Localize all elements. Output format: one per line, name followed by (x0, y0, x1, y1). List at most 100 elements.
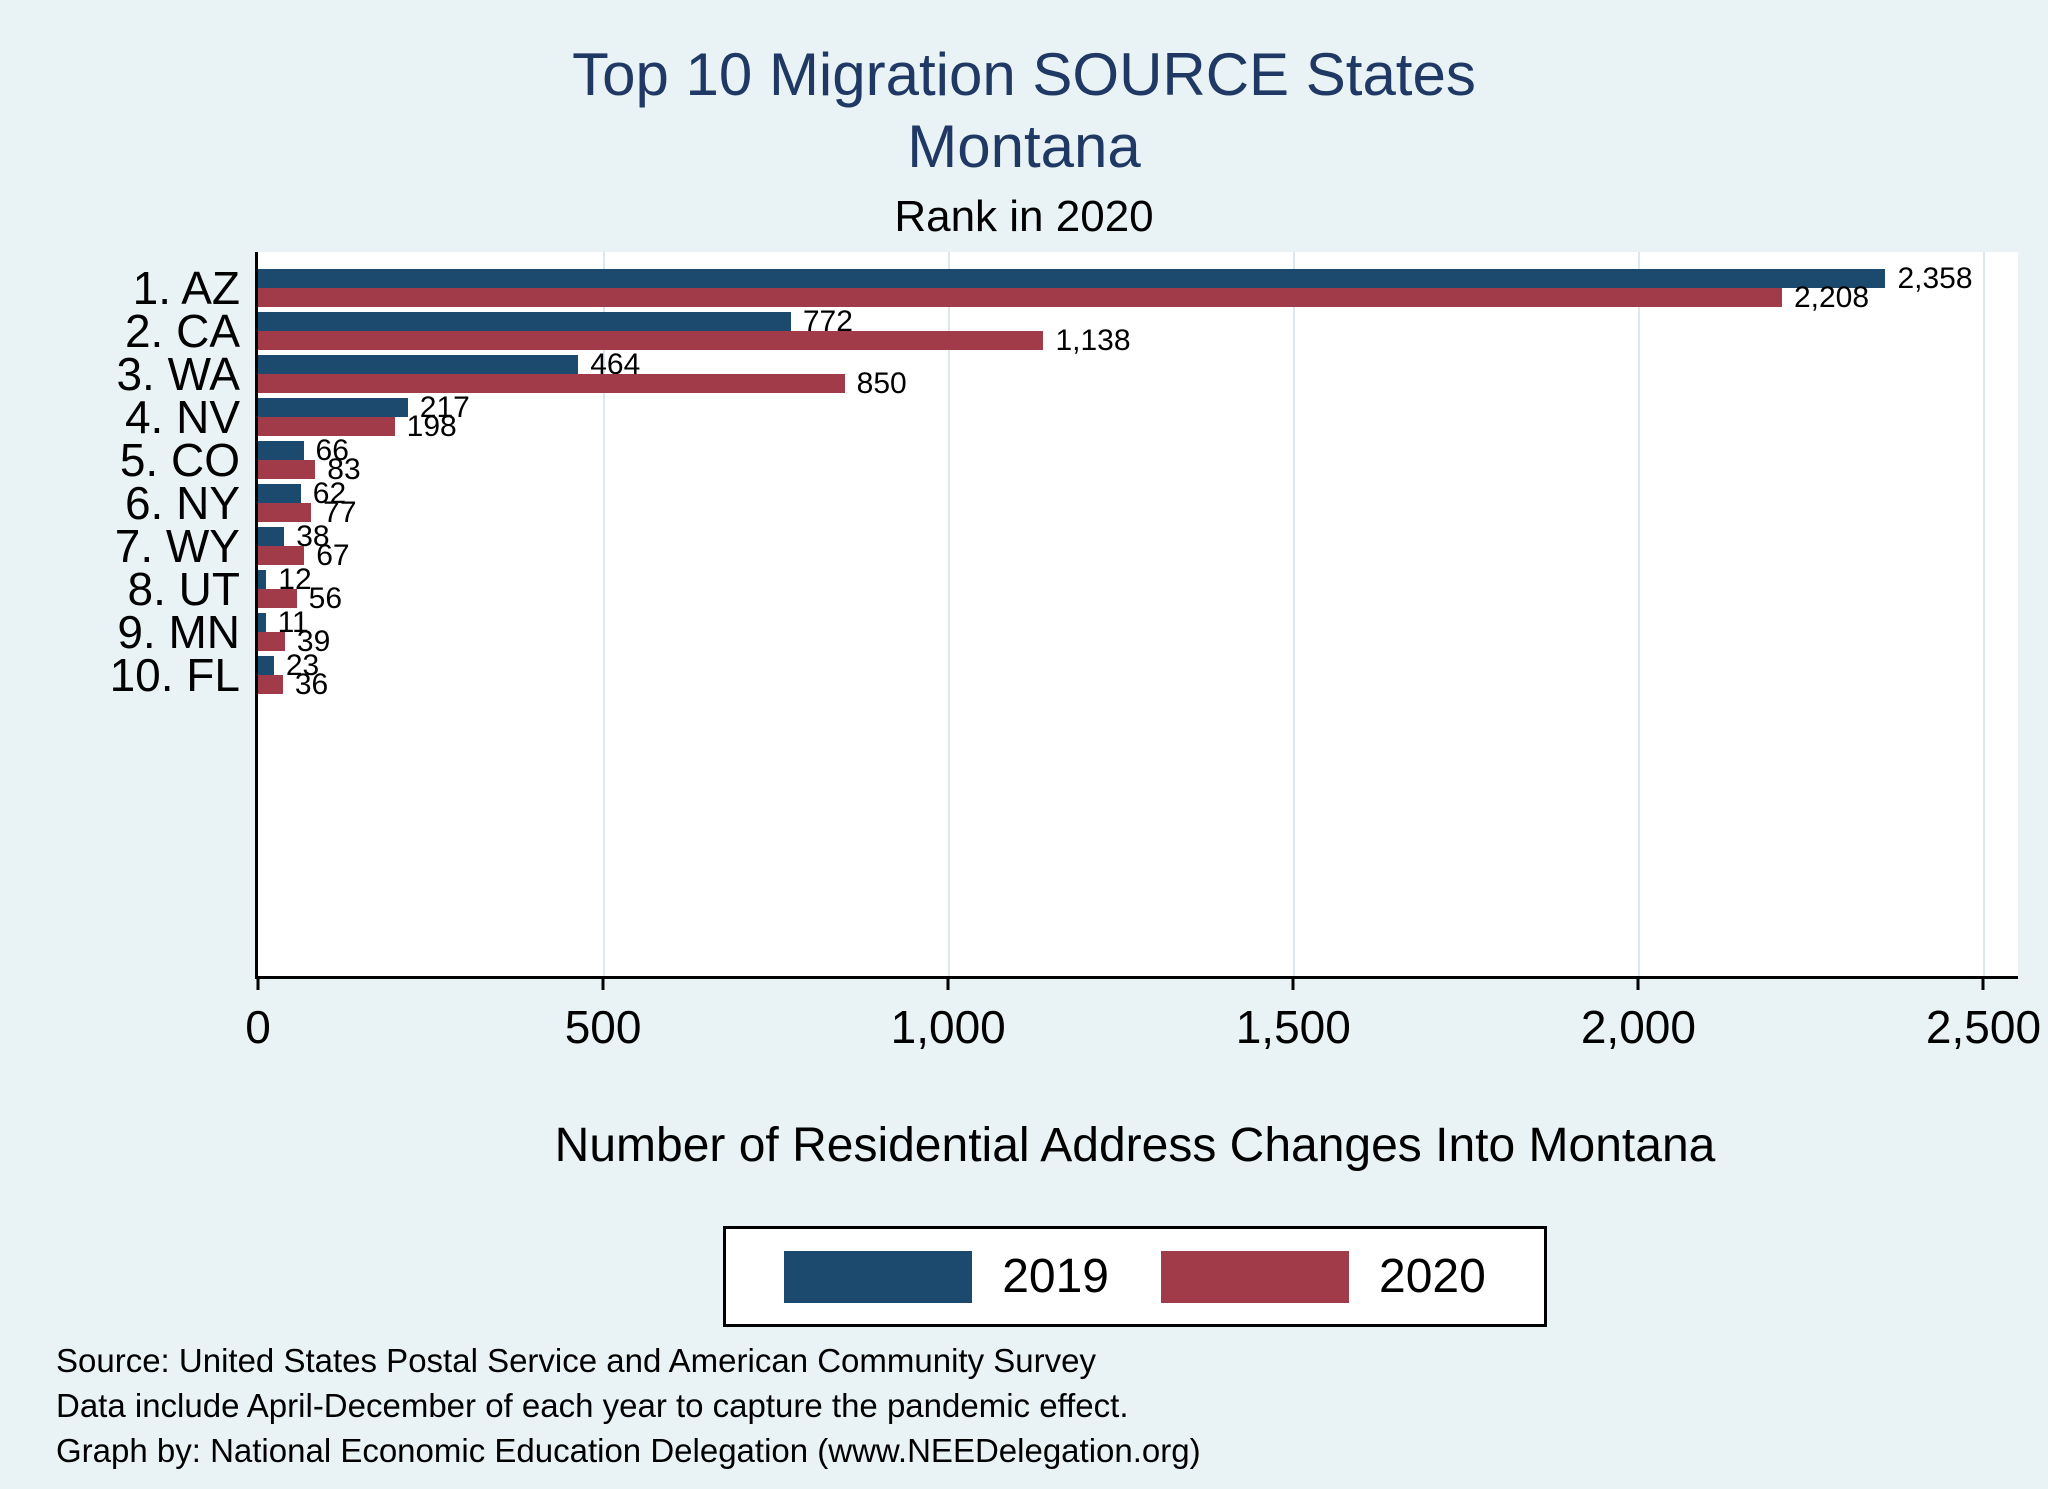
gridline (1983, 252, 1986, 976)
bar-2019 (258, 612, 266, 632)
x-tick (1291, 976, 1295, 990)
bar-2019 (258, 354, 579, 374)
bar-2020 (258, 459, 316, 479)
bar-2019 (258, 268, 1886, 288)
bar-line-2020: 2,208 (258, 280, 2018, 314)
bar-line-2020: 198 (258, 411, 2018, 441)
legend-label-2020: 2020 (1379, 1250, 1486, 1303)
bar-2019 (258, 526, 285, 546)
category-label: 3. WA (116, 347, 240, 400)
legend-swatch-2019 (784, 1250, 973, 1303)
bar-line-2020: 39 (258, 624, 2018, 658)
x-axis-title: Number of Residential Address Changes In… (554, 1119, 1716, 1172)
bar-row: 2. CA 772 1,138 (125, 304, 2018, 357)
category-label: 9. MN (117, 605, 240, 658)
bar-line-2019: 772 (258, 304, 2018, 338)
legend-item-2019: 2019 (784, 1249, 1109, 1304)
bar-row: 1. AZ 2,358 2,208 (133, 261, 2018, 314)
bar-line-2019: 23 (258, 650, 2018, 680)
bar-line-2020: 83 (258, 452, 2018, 486)
bar-2020 (258, 373, 845, 393)
gridline (948, 252, 951, 976)
bar-value-label: 464 (590, 347, 641, 381)
legend-box: 2019 2020 (723, 1226, 1547, 1327)
chart-subtitle: Rank in 2020 (894, 192, 1154, 241)
gridline (1293, 252, 1296, 976)
x-tick-label: 500 (564, 1001, 642, 1053)
bar-value-label: 67 (316, 538, 350, 572)
bar-2019 (258, 483, 301, 503)
chart-title-line2: Montana (907, 113, 1141, 180)
bar-row: 4. NV 217 198 (125, 391, 2018, 443)
bar-line-2020: 1,138 (258, 323, 2018, 357)
bar-value-label: 12 (278, 562, 312, 596)
category-label: 8. UT (127, 562, 240, 615)
bar-row: 6. NY 62 77 (125, 477, 2018, 529)
bar-row: 5. CO 66 83 (120, 434, 2018, 486)
bar-value-label: 2,208 (1793, 280, 1870, 314)
x-tick (601, 976, 605, 990)
bar-2020 (258, 631, 285, 651)
legend-label-2019: 2019 (1002, 1250, 1109, 1303)
gridline (603, 252, 606, 976)
bar-value-label: 850 (856, 366, 907, 400)
x-tick-label: 2,000 (1580, 1001, 1696, 1053)
bar-value-label: 36 (294, 667, 329, 701)
x-tick (256, 976, 260, 990)
bar-row: 8. UT 12 56 (128, 562, 2018, 615)
category-label: 10. FL (109, 648, 240, 701)
legend-swatch-2020 (1161, 1250, 1349, 1303)
bar-row: 9. MN 11 39 (117, 606, 2018, 658)
x-tick-label: 2,500 (1925, 1001, 2042, 1053)
x-tick (1981, 976, 1985, 990)
bar-2020 (258, 674, 283, 694)
bar-value-label: 77 (323, 495, 357, 529)
x-tick (946, 976, 950, 990)
bar-2020 (258, 330, 1044, 350)
bar-2020 (258, 502, 312, 522)
bar-2019 (258, 397, 408, 417)
bar-value-label: 83 (327, 452, 361, 486)
plot-area: 1. AZ 2,358 2,208 2. CA 772 1,138 3. WA 464 850 4… (110, 252, 2041, 1053)
bar-line-2019: 464 (258, 347, 2018, 381)
bar-line-2019: 217 (258, 392, 2018, 422)
gridline (1638, 252, 1641, 976)
x-tick-label: 0 (245, 1001, 271, 1053)
bar-line-2019: 66 (258, 435, 2018, 465)
bar-line-2019: 38 (258, 521, 2018, 551)
bar-row: 10. FL 23 36 (110, 649, 2018, 701)
x-tick-label: 1,500 (1235, 1001, 1351, 1053)
bar-2020 (258, 416, 395, 436)
category-label: 4. NV (124, 390, 240, 443)
bar-value-label: 1,138 (1055, 323, 1131, 357)
footnote-credit: Graph by: National Economic Education De… (56, 1432, 1201, 1469)
x-tick-label: 1,000 (890, 1001, 1006, 1053)
bar-line-2019: 12 (258, 562, 2018, 596)
bar-value-label: 772 (802, 304, 853, 338)
x-tick (1636, 976, 1640, 990)
bar-row: 3. WA 464 850 (116, 347, 2018, 400)
bar-2019 (258, 569, 267, 589)
bar-2019 (258, 655, 274, 675)
bar-value-label: 2,358 (1897, 261, 1973, 295)
bar-line-2020: 56 (258, 581, 2018, 615)
bar-value-label: 39 (296, 624, 331, 658)
bar-2020 (258, 287, 1782, 307)
category-label: 7. WY (114, 519, 240, 572)
bar-2020 (258, 588, 297, 608)
bar-2019 (258, 440, 304, 460)
bar-value-label: 56 (308, 581, 343, 615)
footnotes: Source: United States Postal Service and… (56, 1338, 1201, 1473)
bar-row: 7. WY 38 67 (115, 520, 2018, 572)
chart-title-line1: Top 10 Migration SOURCE States (572, 41, 1476, 108)
bar-line-2020: 36 (258, 667, 2018, 701)
bar-line-2019: 2,358 (258, 261, 2018, 295)
bar-line-2020: 850 (258, 366, 2018, 400)
legend-item-2020: 2020 (1161, 1249, 1486, 1304)
footnote-source: Source: United States Postal Service and… (56, 1342, 1096, 1379)
bars: 1. AZ 2,358 2,208 2. CA 772 1,138 3. WA 464 850 4… (110, 261, 2018, 701)
category-label: 5. CO (119, 433, 240, 486)
bar-2020 (258, 545, 305, 565)
bar-line-2019: 11 (258, 607, 2018, 637)
